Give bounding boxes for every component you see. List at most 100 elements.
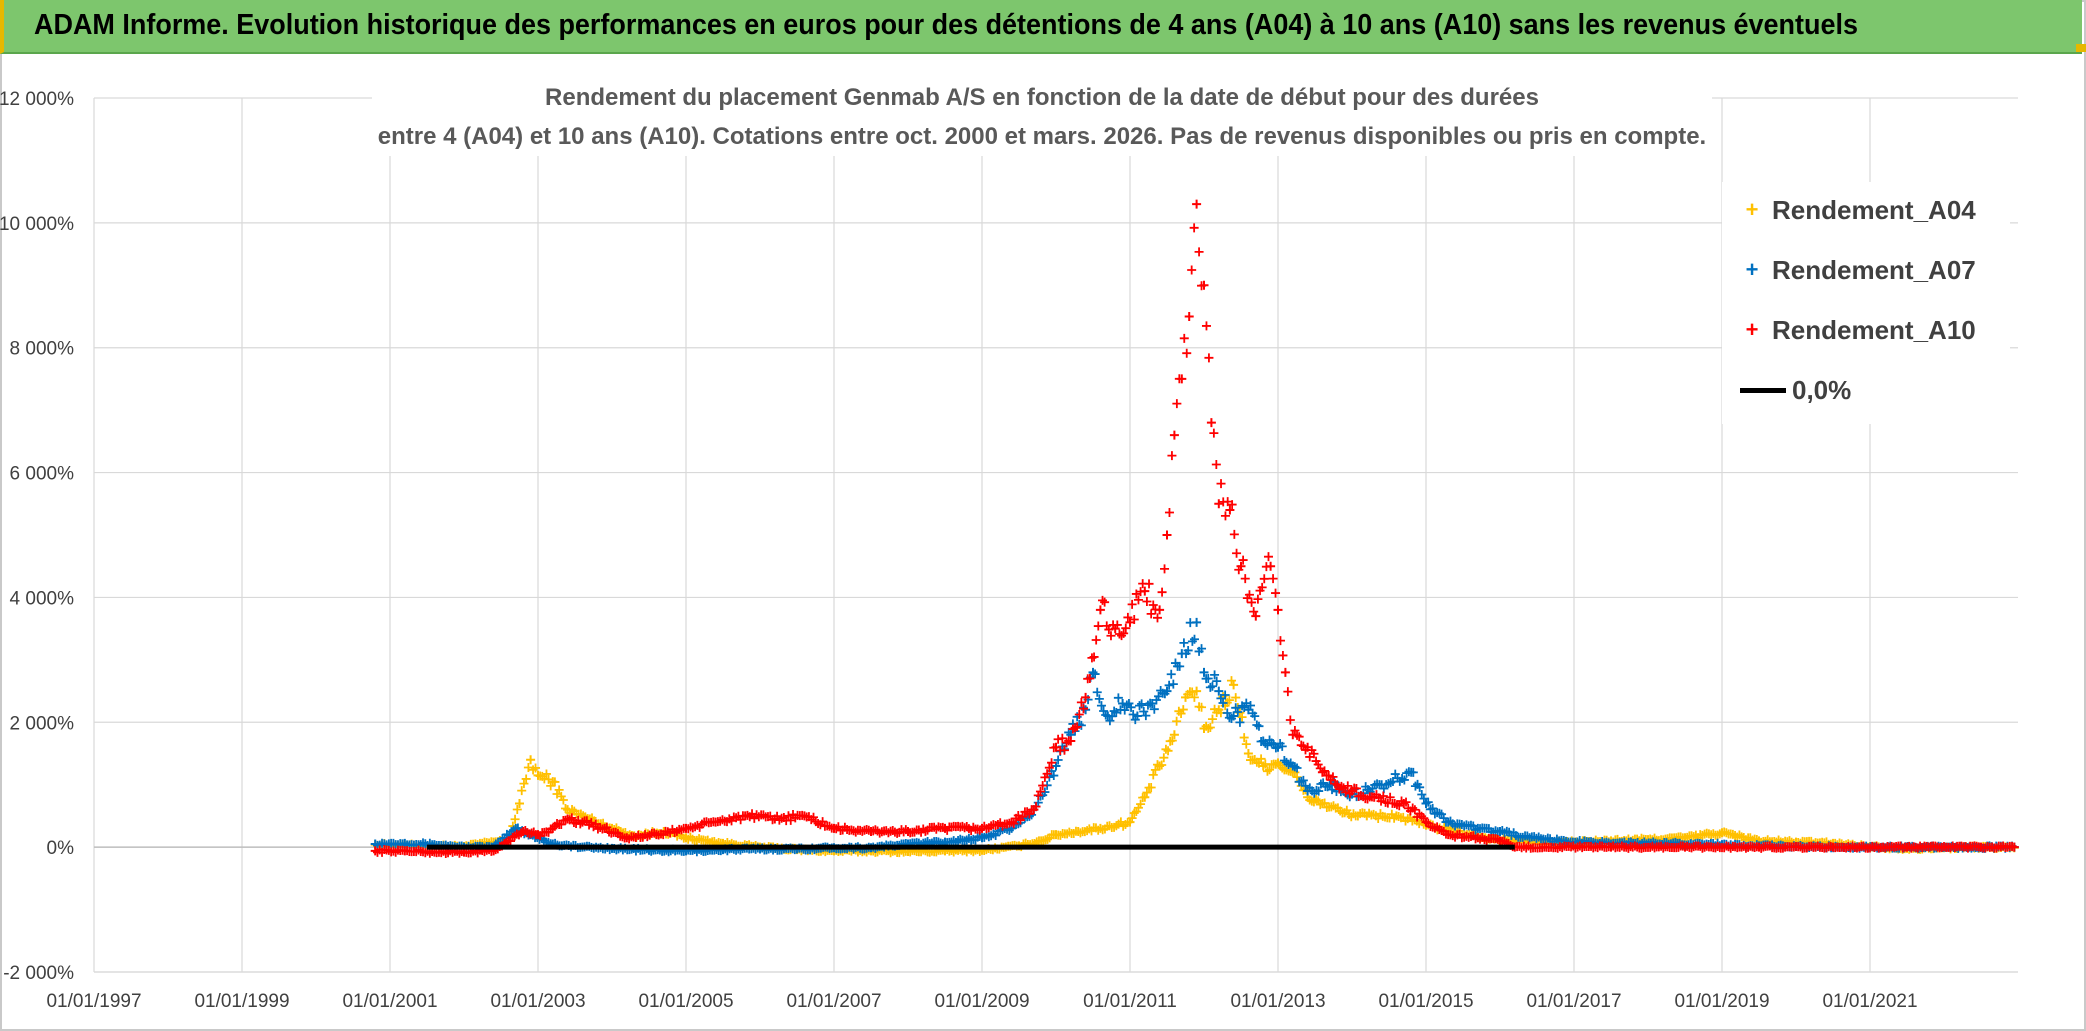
data-point-interp — [1055, 830, 1065, 840]
data-point-interp — [694, 834, 704, 844]
legend-label-a07: Rendement_A07 — [1772, 254, 1976, 285]
data-point-interp — [1167, 451, 1177, 461]
data-point-interp — [1373, 814, 1383, 824]
data-point-interp — [1262, 766, 1272, 776]
data-point-interp — [1197, 644, 1207, 654]
legend-label-a10: Rendement_A10 — [1772, 314, 1976, 345]
x-axis-ticks: 01/01/1997 01/01/1999 01/01/2001 01/01/2003… — [46, 991, 1917, 1012]
data-point-interp — [1127, 813, 1137, 823]
data-point-interp — [550, 777, 560, 787]
data-point-interp — [1259, 574, 1269, 584]
x-tick-label: 01/01/2017 — [1526, 991, 1621, 1012]
data-point-interp — [1216, 479, 1226, 489]
data-point-interp — [1309, 749, 1319, 759]
data-point-interp — [1183, 645, 1193, 655]
data-point — [1229, 680, 1239, 690]
data-point-interp — [1141, 711, 1151, 721]
data-point-interp — [1222, 708, 1232, 718]
data-point — [1266, 561, 1276, 571]
data-point — [1199, 667, 1209, 677]
x-tick-label: 01/01/2001 — [342, 991, 437, 1012]
data-point-interp — [1094, 694, 1104, 704]
data-point-interp — [1126, 702, 1136, 712]
data-point-interp — [1235, 717, 1245, 727]
data-point — [1199, 280, 1209, 290]
data-point — [1177, 374, 1187, 384]
data-point-interp — [1197, 702, 1207, 712]
data-point — [1280, 667, 1290, 677]
data-point — [1162, 530, 1172, 540]
data-point-interp — [1168, 679, 1178, 689]
data-point-interp — [1157, 587, 1167, 597]
data-point-interp — [1211, 460, 1221, 470]
data-point-interp — [1142, 596, 1152, 606]
data-point-interp — [1087, 653, 1097, 663]
data-point-interp — [1265, 765, 1275, 775]
data-point-interp — [1394, 801, 1404, 811]
data-point-interp — [1053, 755, 1063, 765]
chart-title-line-1: Rendement du placement Genmab A/S en fon… — [545, 84, 1539, 111]
data-point-interp — [1203, 673, 1213, 683]
legend-marker-a04: + — [1745, 197, 1759, 222]
data-point-interp — [1209, 428, 1219, 438]
data-point-interp — [1100, 597, 1110, 607]
data-point-interp — [1296, 740, 1306, 750]
data-point-interp — [1152, 613, 1162, 623]
chart-title: Rendement du placement Genmab A/S en fon… — [372, 78, 1712, 156]
data-point-interp — [1136, 799, 1146, 809]
data-point-interp — [1229, 529, 1239, 539]
data-point-interp — [1091, 635, 1101, 645]
data-point-interp — [1241, 739, 1251, 749]
data-point-interp — [1047, 758, 1057, 768]
data-point-interp — [519, 779, 529, 789]
data-point-interp — [1164, 680, 1174, 690]
data-point-interp — [914, 825, 924, 835]
data-point-interp — [1072, 722, 1082, 732]
data-point-interp — [1294, 732, 1304, 742]
data-point-interp — [1231, 703, 1241, 713]
data-point-interp — [1133, 595, 1143, 605]
data-point-interp — [1271, 588, 1281, 598]
data-point-interp — [1172, 399, 1182, 409]
data-point-interp — [1093, 621, 1103, 631]
data-point-interp — [1254, 721, 1264, 731]
data-point-interp — [1290, 726, 1300, 736]
data-point-interp — [1018, 812, 1028, 822]
data-point — [1214, 499, 1224, 509]
x-tick-label: 01/01/2015 — [1378, 991, 1473, 1012]
y-tick-label: 10 000% — [0, 214, 74, 235]
data-point-interp — [1292, 772, 1302, 782]
data-point-interp — [1401, 797, 1411, 807]
data-point-interp — [1207, 714, 1217, 724]
data-point-interp — [1172, 716, 1182, 726]
data-point — [1206, 418, 1216, 428]
data-point — [1140, 586, 1150, 596]
data-point-interp — [1043, 834, 1053, 844]
x-tick-label: 01/01/2021 — [1822, 991, 1917, 1012]
data-point-interp — [818, 817, 828, 827]
data-point-interp — [1256, 754, 1266, 764]
data-point-interp — [1220, 690, 1230, 700]
data-point-interp — [1139, 707, 1149, 717]
data-point-interp — [1210, 670, 1220, 680]
data-point-interp — [1064, 827, 1074, 837]
data-point-interp — [567, 813, 577, 823]
data-point — [1169, 430, 1179, 440]
data-point-interp — [1089, 652, 1099, 662]
data-point-interp — [1410, 781, 1420, 791]
data-point-interp — [1182, 348, 1192, 358]
data-point-interp — [1144, 579, 1154, 589]
data-point-interp — [1160, 564, 1170, 574]
data-point-interp — [1189, 223, 1199, 233]
x-tick-label: 01/01/1999 — [194, 991, 289, 1012]
data-point-interp — [1292, 763, 1302, 773]
data-point-interp — [1246, 701, 1256, 711]
series-Rendement_A10 — [370, 199, 2019, 859]
data-point-interp — [1044, 763, 1054, 773]
data-point-interp — [1257, 582, 1267, 592]
data-point-interp — [1076, 720, 1086, 730]
data-point-interp — [1148, 770, 1158, 780]
x-tick-label: 01/01/1997 — [46, 991, 141, 1012]
header-banner: ADAM Informe. Evolution historique des p… — [0, 0, 2082, 54]
